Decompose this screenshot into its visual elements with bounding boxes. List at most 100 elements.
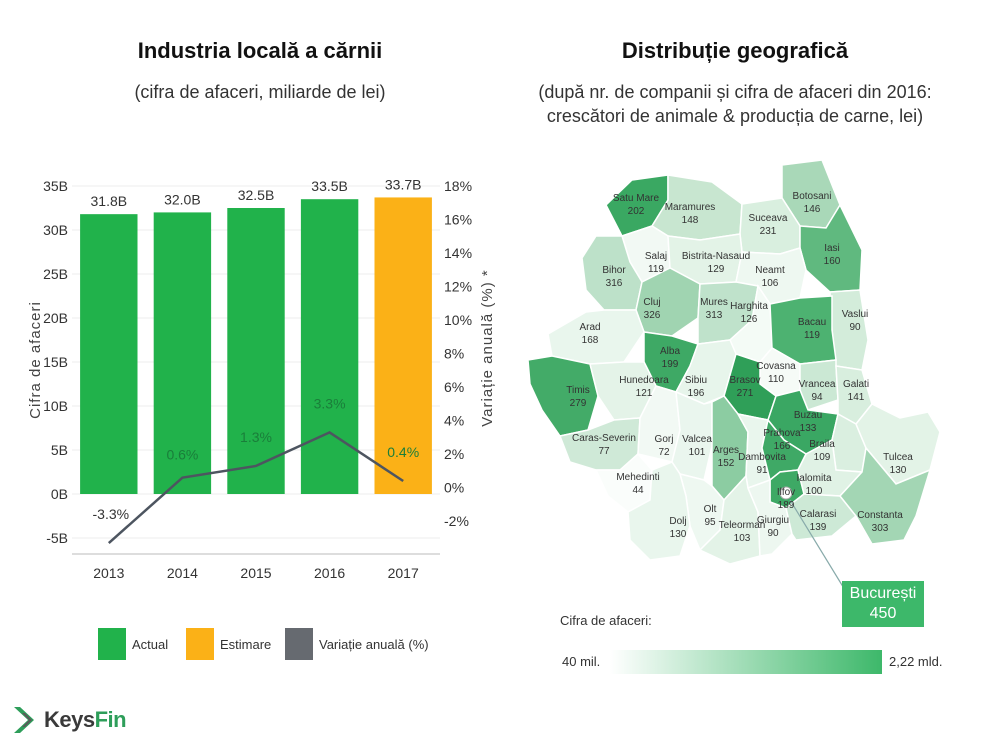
bar-value-label: 32.5B	[238, 187, 275, 203]
county-value-label: 160	[824, 256, 841, 267]
line-value-label: 0.4%	[387, 444, 419, 460]
county-value-label: 129	[708, 264, 725, 275]
county-name-label: Sibiu	[685, 375, 707, 386]
legend-swatch-variation	[285, 628, 313, 660]
legend-item-estimate: Estimare	[186, 628, 271, 660]
county-name-label: Ialomita	[796, 473, 831, 484]
chart-line-labels: -3.3% 0.6% 1.3% 3.3% 0.4%	[93, 395, 420, 522]
map-subtitle-line-1: (după nr. de companii și cifra de afacer…	[538, 82, 932, 102]
county-value-label: 119	[648, 264, 664, 275]
x-tick-label: 2014	[167, 565, 198, 581]
bar	[153, 212, 212, 494]
bar	[80, 214, 138, 494]
county-value-label: 202	[628, 206, 645, 217]
y-tick-label: 20B	[43, 310, 68, 326]
county-name-label: Bacau	[798, 317, 826, 328]
county-name-label: Caras-Severin	[572, 433, 636, 444]
left-axis-ticks: -5B 0B 5B 10B 15B 20B 25B 30B 35B	[43, 178, 68, 546]
county-name-label: Dambovita	[738, 452, 786, 463]
county-calarasi	[785, 493, 858, 541]
y-tick-label: 0B	[51, 486, 68, 502]
county-value-label: 91	[756, 465, 768, 476]
legend-label-actual: Actual	[132, 636, 169, 652]
county-value-label: 95	[704, 517, 716, 528]
county-value-label: 313	[706, 310, 723, 321]
variation-line	[107, 430, 404, 544]
county-name-label: Cluj	[643, 297, 660, 308]
county-name-label: Vrancea	[799, 379, 836, 390]
county-value-label: 101	[689, 447, 706, 458]
county-name-label: Teleorman	[719, 520, 766, 531]
legend-label-estimate: Estimare	[220, 636, 272, 652]
county-name-label: Buzau	[794, 410, 822, 421]
county-value-label: 303	[872, 523, 889, 534]
county-value-label: 121	[636, 388, 653, 399]
bucharest-callout: București 450	[842, 581, 924, 627]
county-value-label: 148	[682, 215, 699, 226]
county-name-label: Prahova	[763, 428, 801, 439]
county-name-label: Timis	[566, 385, 590, 396]
county-value-label: 189	[778, 500, 795, 511]
county-value-label: 106	[762, 278, 779, 289]
county-name-label: Bihor	[602, 265, 626, 276]
county-name-label: Dolj	[669, 516, 686, 527]
y-axis-label: Cifra de afaceri	[27, 301, 44, 419]
y2-tick-label: 2%	[444, 446, 464, 462]
y-tick-label: 5B	[51, 442, 68, 458]
x-tick-label: 2016	[314, 565, 345, 581]
county-value-label: 94	[811, 392, 823, 403]
county-constanta	[839, 446, 932, 545]
bar-value-label: 33.7B	[385, 176, 422, 192]
county-name-label: Vaslui	[842, 309, 869, 320]
map-subtitle-line-2: crescători de animale & producția de car…	[546, 106, 924, 126]
right-axis-ticks: -2% 0% 2% 4% 6% 8% 10% 12% 14% 16% 18%	[444, 178, 472, 529]
keysfin-logo-icon	[14, 707, 34, 733]
county-value-label: 168	[582, 335, 599, 346]
county-value-label: 90	[849, 322, 861, 333]
county-value-label: 326	[644, 310, 661, 321]
bucharest-name: București	[849, 585, 917, 602]
county-value-label: 103	[734, 533, 751, 544]
y2-tick-label: 0%	[444, 480, 464, 496]
legend-item-actual: Actual	[98, 628, 168, 660]
county-value-label: 77	[598, 446, 610, 457]
county-name-label: Arad	[579, 322, 600, 333]
county-value-label: 44	[632, 485, 644, 496]
scale-title: Cifra de afaceri:	[560, 613, 652, 628]
county-value-label: 231	[760, 226, 777, 237]
county-name-label: Giurgiu	[757, 515, 789, 526]
map-subtitle: (după nr. de companii și cifra de afacer…	[500, 80, 970, 128]
bar-value-label: 33.5B	[311, 178, 348, 194]
county-value-label: 199	[662, 359, 679, 370]
y2-tick-label: 12%	[444, 279, 472, 295]
county-timis	[527, 355, 599, 437]
y-tick-label: 30B	[43, 222, 68, 238]
line-value-label: 0.6%	[166, 447, 198, 463]
y2-tick-label: 6%	[444, 379, 464, 395]
y2-axis-label: Variație anuală (%) *	[479, 269, 496, 426]
bucharest-value: 450	[869, 605, 897, 622]
county-value-label: 100	[806, 486, 823, 497]
y2-tick-label: 8%	[444, 346, 464, 362]
bar	[374, 197, 432, 494]
county-name-label: Gorj	[655, 434, 674, 445]
county-value-label: 279	[570, 398, 587, 409]
county-name-label: Constanta	[857, 510, 903, 521]
legend-item-variation: Variație anuală (%)	[285, 628, 429, 660]
county-name-label: Neamt	[755, 265, 785, 276]
line-value-label: -3.3%	[93, 506, 130, 522]
y2-tick-label: 18%	[444, 178, 472, 194]
county-name-label: Ilfov	[777, 487, 795, 498]
county-name-label: Satu Mare	[613, 193, 660, 204]
x-tick-label: 2015	[240, 565, 271, 581]
county-name-label: Galati	[843, 379, 869, 390]
y-tick-label: 25B	[43, 266, 68, 282]
county-name-label: Botosani	[793, 191, 832, 202]
chart-bars	[80, 197, 432, 494]
county-name-label: Arges	[713, 445, 739, 456]
county-dolj	[627, 461, 691, 561]
county-value-label: 196	[688, 388, 705, 399]
legend-swatch-estimate	[186, 628, 214, 660]
scale-max-label: 2,22 mld.	[889, 654, 943, 669]
county-value-label: 130	[890, 465, 907, 476]
